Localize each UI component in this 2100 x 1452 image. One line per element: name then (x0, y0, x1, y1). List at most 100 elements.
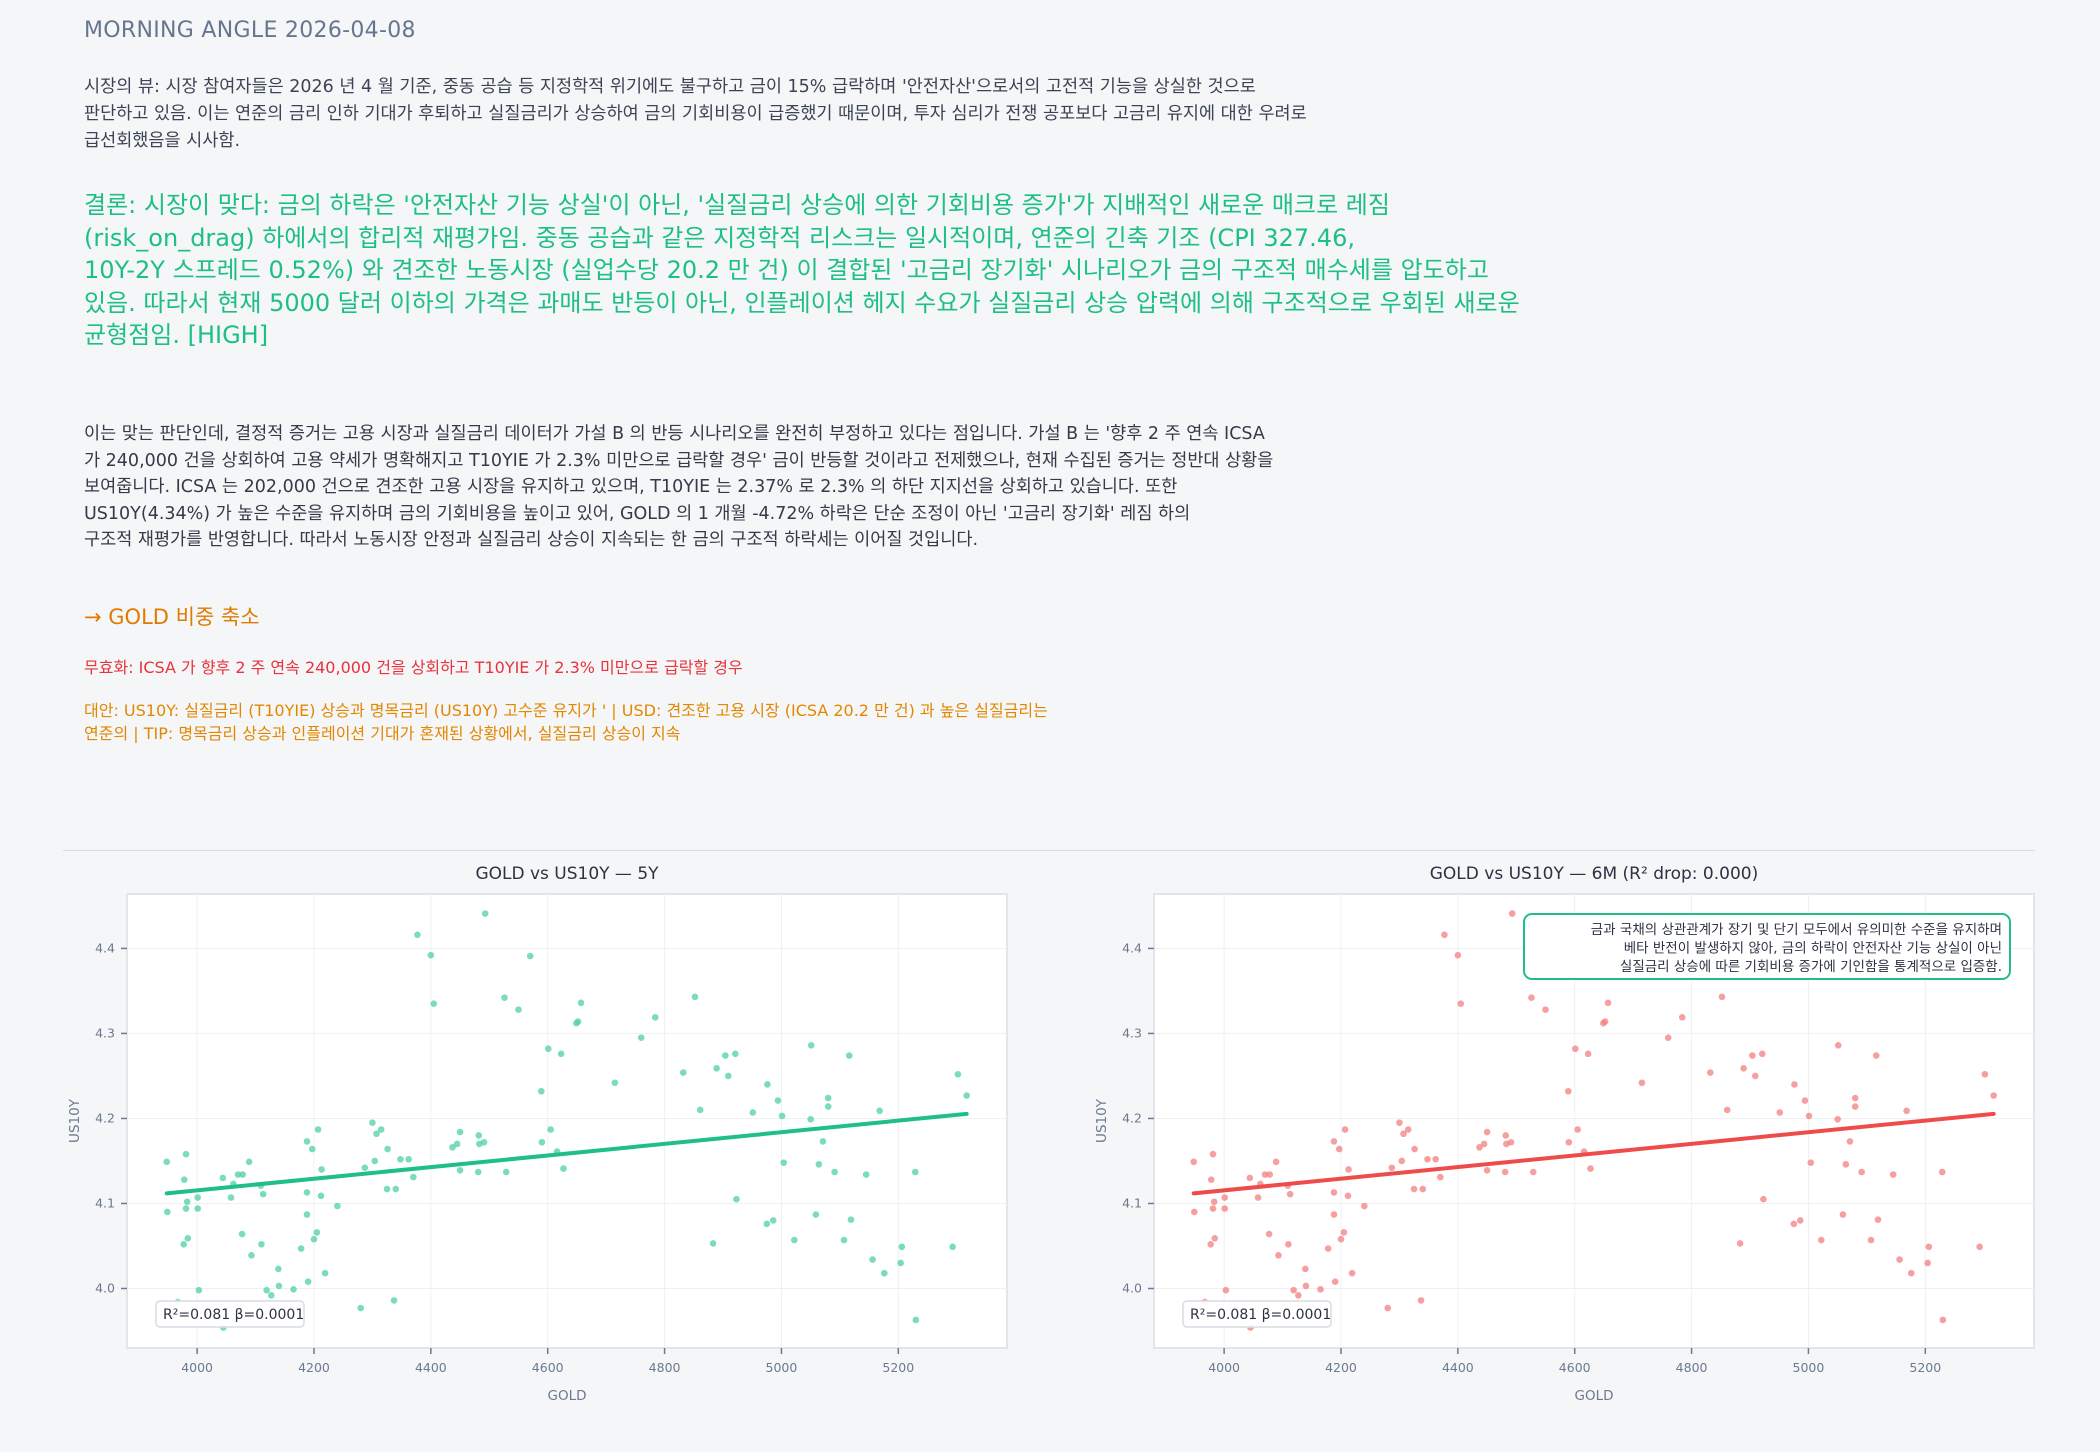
data-point (912, 1316, 920, 1324)
data-point (1805, 1112, 1813, 1120)
data-point (679, 1069, 687, 1076)
data-point (847, 1216, 855, 1223)
stats-box (1182, 1300, 1332, 1328)
data-point (1340, 1229, 1348, 1236)
reasoning-line: 가 240,000 건을 상회하여 고용 약세가 명확해지고 T10YIE 가 … (84, 450, 1274, 471)
x-tick-label: 5200 (882, 1360, 914, 1375)
data-point (831, 1168, 838, 1176)
conclusion-line: 균형점임. [HIGH] (84, 321, 269, 349)
data-point (724, 1072, 732, 1080)
data-point (1191, 1208, 1198, 1216)
data-point (1874, 1216, 1882, 1223)
data-point (1790, 1220, 1798, 1228)
data-point (1867, 1236, 1875, 1244)
data-point (1736, 1240, 1744, 1247)
data-point (1419, 1185, 1427, 1193)
data-point (1584, 1050, 1592, 1058)
data-point (303, 1189, 311, 1196)
regression-line (1191, 1111, 1996, 1196)
data-point (1404, 1126, 1412, 1133)
data-point (819, 1138, 827, 1145)
data-point (880, 1269, 888, 1277)
data-point (475, 1132, 483, 1139)
data-point (397, 1155, 404, 1163)
data-point (453, 1140, 461, 1148)
data-point (1348, 1269, 1356, 1277)
data-point (1981, 1070, 1989, 1078)
data-point (651, 1013, 659, 1021)
data-point (184, 1235, 192, 1242)
data-point (1851, 1094, 1859, 1102)
data-point (1261, 1171, 1269, 1178)
y-tick-label: 4.4 (1122, 940, 1142, 955)
data-point (1290, 1286, 1297, 1294)
data-point (1925, 1243, 1933, 1251)
data-point (1361, 1202, 1368, 1210)
data-point (1574, 1126, 1581, 1133)
data-point (954, 1070, 962, 1078)
data-point (769, 1217, 777, 1224)
data-point (182, 1205, 190, 1212)
data-point (310, 1235, 318, 1243)
data-point (1723, 1106, 1731, 1114)
data-point (1483, 1128, 1491, 1136)
data-point (1222, 1286, 1230, 1294)
x-tick-label: 5200 (1909, 1360, 1941, 1375)
data-point (1272, 1158, 1280, 1166)
y-axis-label: US10Y (67, 1098, 83, 1143)
x-tick-label: 4400 (415, 1360, 447, 1375)
data-point (163, 1158, 171, 1166)
data-point (180, 1176, 188, 1183)
data-point (815, 1161, 823, 1168)
data-point (384, 1145, 391, 1153)
data-point (1565, 1138, 1573, 1146)
alternatives: 대안: US10Y: 실질금리 (T10YIE) 상승과 명목금리 (US10Y… (84, 699, 1048, 745)
data-point (1706, 1069, 1714, 1076)
data-point (275, 1265, 282, 1273)
annotation-line: 금과 국채의 상관관계가 장기 및 단기 모두에서 유의미한 수준을 유지하며 (1591, 922, 2002, 938)
data-point (1384, 1304, 1392, 1312)
data-point (1846, 1138, 1854, 1145)
annotation-line: 베타 반전이 발생하지 않아, 금의 하락이 안전자산 기능 상실이 아닌 (1624, 941, 2002, 957)
data-point (1889, 1171, 1897, 1178)
data-point (318, 1166, 325, 1173)
data-point (1572, 1045, 1579, 1053)
data-point (1207, 1176, 1215, 1183)
data-point (502, 1168, 510, 1176)
data-point (1939, 1316, 1947, 1324)
data-point (1776, 1109, 1784, 1116)
data-point (1758, 1050, 1766, 1058)
data-point (869, 1256, 876, 1263)
x-axis-label: GOLD (547, 1388, 586, 1404)
data-point (1211, 1235, 1219, 1242)
data-point (897, 1259, 904, 1267)
data-point (1286, 1190, 1294, 1198)
data-point (392, 1185, 400, 1193)
data-point (373, 1130, 380, 1138)
data-point (1529, 1168, 1537, 1176)
data-point (1331, 1278, 1339, 1285)
data-point (234, 1171, 242, 1178)
data-point (430, 1000, 438, 1007)
market-view-line: 판단하고 있음. 이는 연준의 금리 인하 기대가 후퇴하고 실질금리가 상승하… (84, 104, 1307, 124)
data-point (1330, 1138, 1338, 1145)
data-point (1718, 993, 1726, 1001)
data-point (547, 1126, 554, 1133)
x-tick-label: 4800 (649, 1360, 681, 1375)
data-point (911, 1168, 919, 1176)
x-tick-label: 4800 (1676, 1360, 1708, 1375)
data-point (807, 1115, 814, 1123)
conclusion-line: 결론: 시장이 맞다: 금의 하락은 '안전자산 기능 상실'이 아닌, '실질… (84, 191, 1390, 219)
y-tick-label: 4.0 (1122, 1280, 1142, 1295)
data-point (1678, 1013, 1686, 1021)
data-point (1839, 1211, 1847, 1218)
data-point (1834, 1115, 1841, 1123)
scatter-chart-5y: GOLD vs US10Y — 5Y 4000 4200 4400 4600 4800 50… (67, 864, 1008, 1404)
data-point (303, 1138, 311, 1145)
data-point (480, 1138, 488, 1146)
y-tick-label: 4.1 (95, 1195, 115, 1210)
reasoning: 이는 맞는 판단인데, 결정적 증거는 고용 시장과 실질금리 데이터가 가설 … (84, 421, 1273, 554)
data-point (526, 952, 534, 960)
data-point (840, 1236, 848, 1244)
data-point (1796, 1217, 1804, 1224)
